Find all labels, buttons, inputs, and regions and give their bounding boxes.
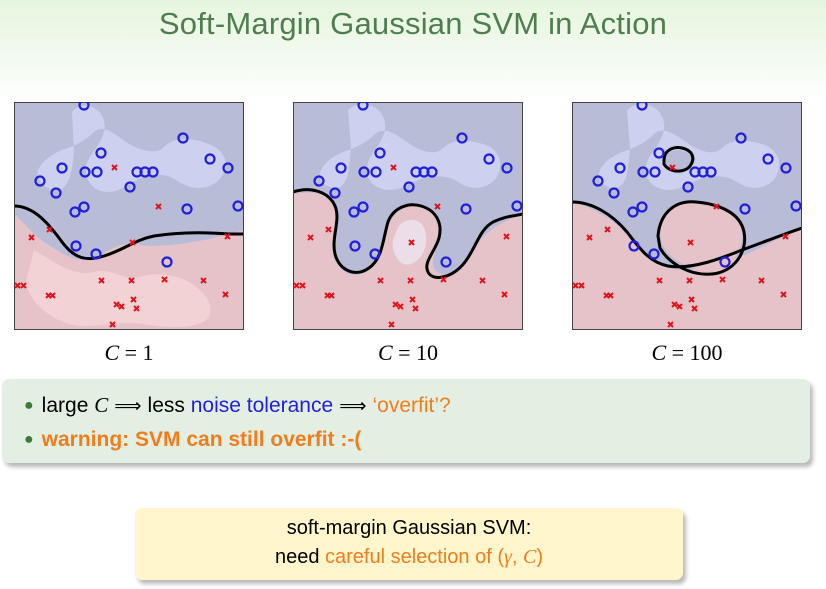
note-need: need (274, 546, 326, 568)
b2-warning-text: warning: SVM can still overfit :-( (41, 428, 362, 451)
b1-implies-arrow: ⟹ (108, 395, 148, 417)
slide-title: Soft-Margin Gaussian SVM in Action (158, 6, 668, 41)
svm-plot-c10 (293, 102, 523, 330)
b1-text-less: less (147, 394, 191, 417)
label-c10: C = 10 (293, 340, 523, 366)
note-gamma: γ (504, 546, 512, 568)
label-c100-value: 100 (689, 340, 723, 365)
label-c1: C = 1 (14, 340, 244, 366)
label-c10-value: 10 (416, 340, 439, 365)
label-c10-eq: = (392, 340, 417, 365)
b1-implies-arrow-2: ⟹ (333, 395, 373, 417)
note-careful-selection: careful selection of ( (325, 546, 504, 568)
note-c: C (523, 546, 537, 568)
label-c100-eq: = (666, 340, 690, 365)
label-c1-value: 1 (142, 340, 154, 365)
label-c1-var: C (104, 340, 120, 365)
note-comma: , (511, 546, 524, 568)
note-line-1: soft-margin Gaussian SVM: (286, 517, 532, 539)
bullet-dot-icon: ● (24, 431, 34, 448)
label-c100: C = 100 (572, 340, 802, 366)
label-c10-var: C (377, 340, 393, 365)
b1-math-c: C (94, 393, 109, 417)
b1-overfit: ‘overfit’? (372, 394, 451, 417)
note-close-paren: ) (536, 546, 544, 568)
summary-note-box: soft-margin Gaussian SVM: need careful s… (135, 508, 683, 580)
bullet-large-c: ● large C ⟹ less noise tolerance ⟹ ‘overf… (24, 393, 451, 418)
b1-noise-tolerance: noise tolerance (190, 394, 334, 417)
note-line-2: need careful selection of (γ, C) (135, 543, 683, 572)
bullet-dot-icon: ● (24, 397, 34, 414)
bullet-box: ● large C ⟹ less noise tolerance ⟹ ‘overf… (2, 379, 810, 463)
svm-plot-c1 (14, 102, 244, 330)
label-c100-var: C (651, 340, 667, 365)
label-c1-eq: = (119, 340, 143, 365)
b1-text-large: large (41, 394, 95, 417)
svm-plot-c100 (572, 102, 802, 330)
bullet-warning: ● warning: SVM can still overfit :-( (24, 428, 361, 452)
